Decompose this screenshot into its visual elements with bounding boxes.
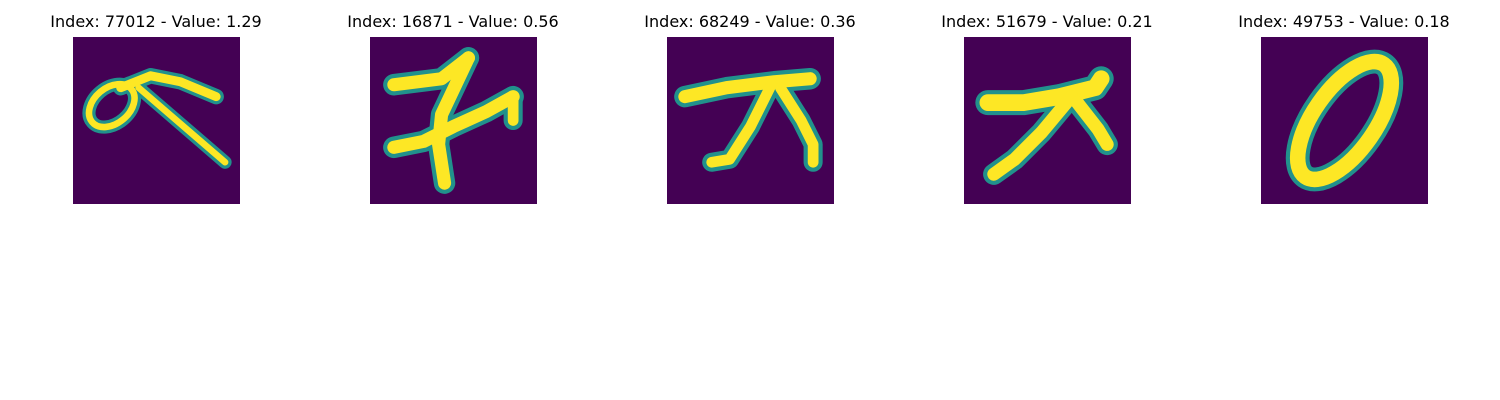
- handwritten-glyph: [1285, 49, 1404, 192]
- digit-image-1: [73, 37, 240, 204]
- handwritten-glyph: [674, 68, 823, 172]
- panel-title-3: Index: 68249 - Value: 0.36: [644, 12, 856, 31]
- panel-title-4: Index: 51679 - Value: 0.21: [941, 12, 1153, 31]
- panel-title-2: Index: 16871 - Value: 0.56: [347, 12, 559, 31]
- image-panel-1: Index: 77012 - Value: 1.29: [26, 0, 286, 210]
- digit-image-4: [964, 37, 1131, 204]
- panel-title-1: Index: 77012 - Value: 1.29: [50, 12, 262, 31]
- handwritten-glyph: [383, 47, 524, 194]
- handwritten-glyph: [975, 66, 1118, 185]
- digit-image-2: [370, 37, 537, 204]
- image-panel-4: Index: 51679 - Value: 0.21: [917, 0, 1177, 210]
- image-panel-3: Index: 68249 - Value: 0.36: [620, 0, 880, 210]
- panel-title-5: Index: 49753 - Value: 0.18: [1238, 12, 1450, 31]
- digit-image-3: [667, 37, 834, 204]
- image-panel-2: Index: 16871 - Value: 0.56: [323, 0, 583, 210]
- image-panel-5: Index: 49753 - Value: 0.18: [1214, 0, 1474, 210]
- digit-image-5: [1261, 37, 1428, 204]
- handwritten-glyph: [82, 68, 232, 169]
